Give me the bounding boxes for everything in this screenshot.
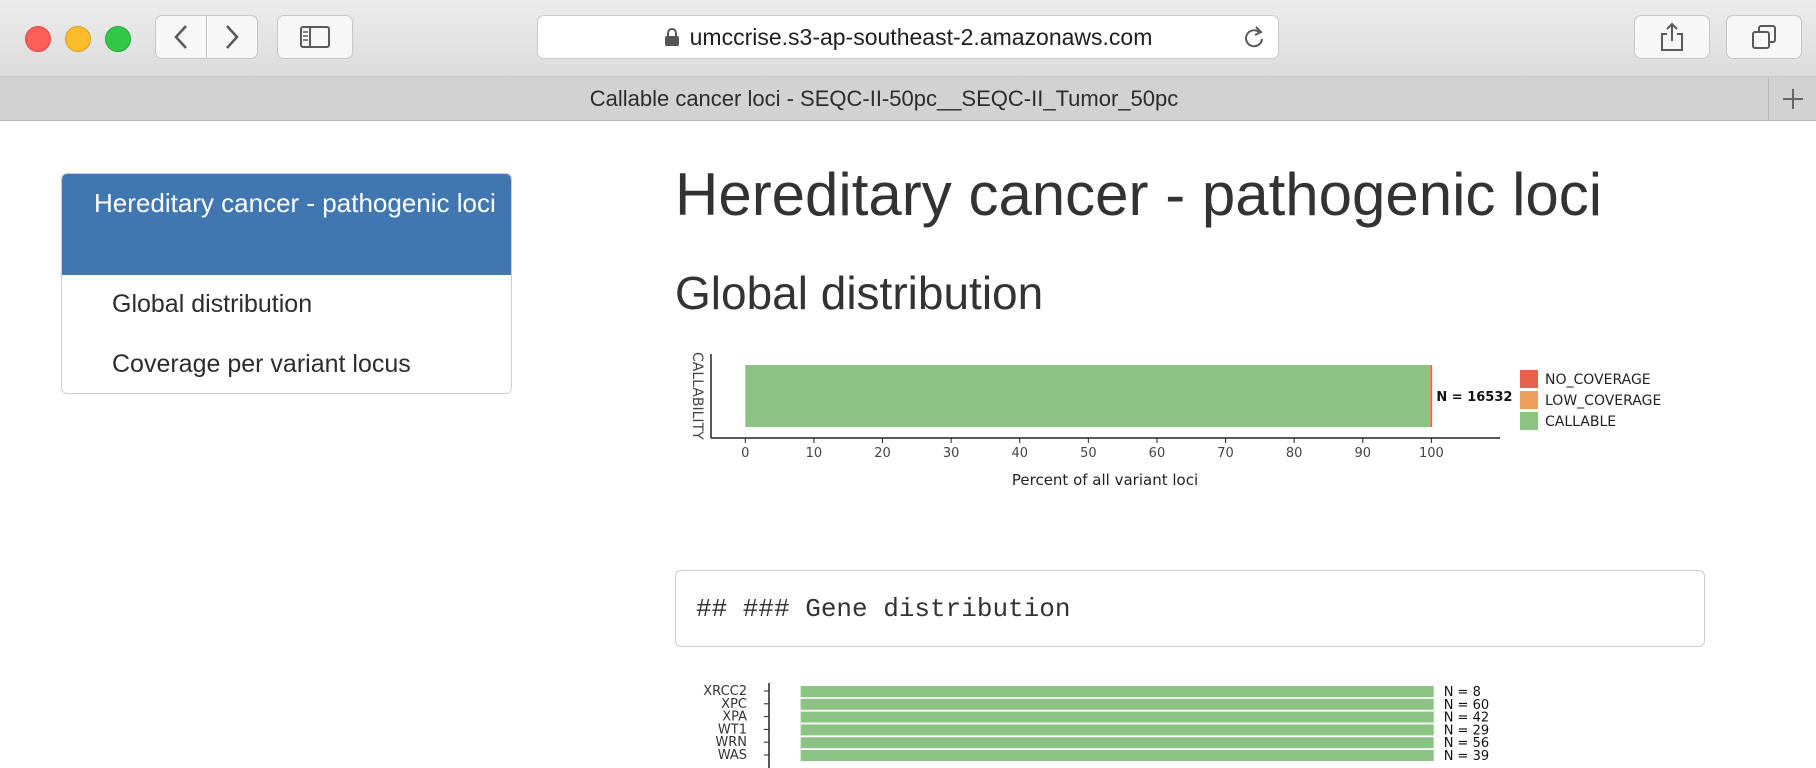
show-tabs-button[interactable] xyxy=(1726,15,1802,59)
bar-no-coverage xyxy=(1430,365,1433,427)
gene-distribution-chart: XRCC2 N = 8 XPC N = 60 XPA N = 42 WT1 N = 29 WRN… xyxy=(703,683,1489,768)
y-axis-label: CALLABILITY xyxy=(689,352,705,440)
gene-bar xyxy=(800,686,1434,697)
gene-bar-annotation: N = 8 xyxy=(1444,685,1481,700)
toc-item-active[interactable]: Hereditary cancer - pathogenic loci xyxy=(62,174,511,275)
legend-swatch-low-coverage xyxy=(1520,391,1538,409)
address-bar[interactable]: umccrise.s3-ap-southeast-2.amazonaws.com xyxy=(537,15,1279,59)
legend-label-low-coverage: LOW_COVERAGE xyxy=(1545,393,1661,409)
new-tab-button[interactable] xyxy=(1768,77,1816,120)
browser-toolbar: umccrise.s3-ap-southeast-2.amazonaws.com xyxy=(0,0,1816,77)
chevron-left-icon xyxy=(174,25,187,49)
legend-swatch-no-coverage xyxy=(1520,370,1538,388)
gene-label: WT1 xyxy=(718,722,747,737)
forward-button[interactable] xyxy=(207,15,258,59)
legend-label-callable: CALLABLE xyxy=(1545,414,1616,430)
back-button[interactable] xyxy=(155,15,207,59)
share-icon xyxy=(1661,22,1683,51)
gene-bar-annotation: N = 42 xyxy=(1444,711,1489,726)
table-of-contents: Hereditary cancer - pathogenic loci Glob… xyxy=(61,173,512,394)
x-tick-label: 50 xyxy=(1080,446,1097,461)
active-tab[interactable]: Callable cancer loci - SEQC-II-50pc__SEQ… xyxy=(589,85,1179,111)
reload-icon[interactable] xyxy=(1242,25,1266,51)
lock-icon xyxy=(664,28,679,46)
tabs-overview-icon xyxy=(1752,25,1776,49)
chevron-right-icon xyxy=(226,25,239,49)
gene-bar xyxy=(800,750,1434,761)
minimize-window-button[interactable] xyxy=(65,26,91,52)
global-distribution-chart: CALLABILITY 0 10 20 30 40 50 60 70 80 90 100 N = 1… xyxy=(689,352,1661,489)
legend-swatch-callable xyxy=(1520,412,1538,430)
x-tick-label: 80 xyxy=(1286,446,1303,461)
gene-label: WAS xyxy=(718,748,747,763)
x-tick-label: 70 xyxy=(1217,446,1234,461)
toc-item-global-distribution[interactable]: Global distribution xyxy=(112,290,313,318)
gene-bar xyxy=(800,698,1434,710)
plus-icon xyxy=(1782,88,1803,109)
gene-bar-annotation: N = 60 xyxy=(1444,698,1489,713)
section-heading-global: Global distribution xyxy=(675,267,1044,319)
x-tick-label: 0 xyxy=(741,446,749,461)
sidebar-icon xyxy=(300,26,330,48)
bar-annotation: N = 16532 xyxy=(1436,390,1512,405)
close-window-button[interactable] xyxy=(25,26,51,52)
x-tick-label: 60 xyxy=(1149,446,1166,461)
code-block: ## ### Gene distribution xyxy=(675,570,1705,647)
gene-bar xyxy=(800,724,1434,736)
gene-label: XRCC2 xyxy=(703,684,747,699)
gene-label: XPA xyxy=(722,710,747,725)
x-tick-label: 100 xyxy=(1419,446,1444,461)
gene-bar xyxy=(800,737,1434,749)
x-axis-label: Percent of all variant loci xyxy=(1012,471,1198,489)
tab-bar: Callable cancer loci - SEQC-II-50pc__SEQ… xyxy=(0,77,1816,121)
x-tick-label: 20 xyxy=(874,446,891,461)
gene-bar-annotation: N = 56 xyxy=(1444,736,1489,751)
toc-item-coverage-per-variant-locus[interactable]: Coverage per variant locus xyxy=(112,350,411,378)
gene-bar xyxy=(800,711,1434,723)
share-button[interactable] xyxy=(1634,15,1710,59)
legend-label-no-coverage: NO_COVERAGE xyxy=(1545,372,1651,388)
page-title: Hereditary cancer - pathogenic loci xyxy=(675,161,1603,228)
x-tick-label: 30 xyxy=(943,446,960,461)
gene-bar-annotation: N = 29 xyxy=(1444,723,1489,738)
gene-label: WRN xyxy=(715,735,747,750)
bar-callable xyxy=(745,365,1431,427)
gene-label: XPC xyxy=(721,697,747,712)
url-text: umccrise.s3-ap-southeast-2.amazonaws.com xyxy=(689,23,1153,50)
x-tick-label: 40 xyxy=(1011,446,1028,461)
gene-bar-annotation: N = 39 xyxy=(1444,749,1489,764)
zoom-window-button[interactable] xyxy=(105,26,131,52)
sidebar-toggle-button[interactable] xyxy=(277,15,353,59)
x-tick-label: 10 xyxy=(806,446,823,461)
x-tick-label: 90 xyxy=(1355,446,1372,461)
